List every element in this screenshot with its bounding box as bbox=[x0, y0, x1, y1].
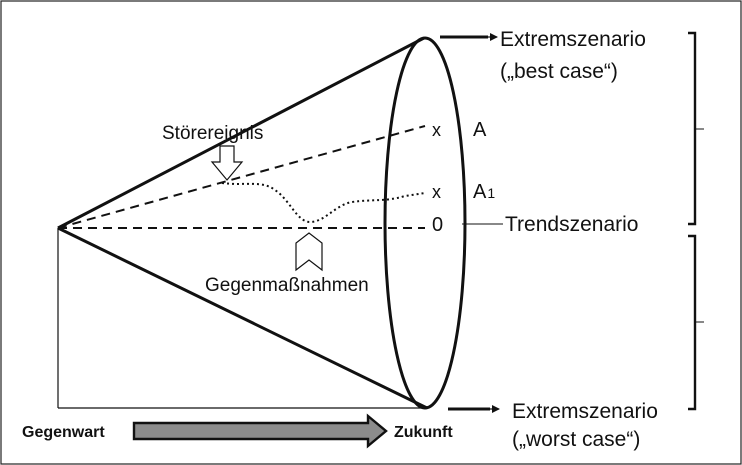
deviation-dotted-path bbox=[221, 182, 426, 224]
countermeasures-label: Gegenmaßnahmen bbox=[205, 275, 369, 296]
disturbance-down-arrow-icon bbox=[210, 145, 244, 181]
worst-case-subtitle: („worst case“) bbox=[512, 428, 640, 451]
point-a1-label: A1 bbox=[473, 181, 495, 203]
future-label: Zukunft bbox=[394, 424, 453, 441]
countermeasure-up-arrow-icon bbox=[295, 232, 323, 272]
scenario-a-dashed-line bbox=[57, 125, 426, 229]
trend-point-label: 0 bbox=[432, 214, 443, 236]
lower-bracket bbox=[688, 234, 697, 411]
present-label: Gegenwart bbox=[22, 424, 105, 441]
point-a1-marker: x bbox=[432, 182, 441, 202]
future-horizon-ellipse bbox=[383, 36, 467, 410]
disturbance-label: Störereignis bbox=[162, 123, 263, 144]
point-a-label: A bbox=[473, 119, 487, 141]
point-a-marker: x bbox=[432, 120, 441, 140]
cone-lower-edge bbox=[57, 226, 428, 410]
worst-case-title: Extremszenario bbox=[512, 400, 658, 423]
upper-bracket bbox=[688, 31, 697, 226]
best-case-title: Extremszenario bbox=[500, 28, 646, 51]
cone-upper-edge bbox=[57, 36, 425, 230]
best-case-subtitle: („best case“) bbox=[500, 60, 618, 83]
trend-scenario-label: Trendszenario bbox=[505, 213, 638, 236]
timeline-arrow-icon bbox=[132, 413, 388, 449]
